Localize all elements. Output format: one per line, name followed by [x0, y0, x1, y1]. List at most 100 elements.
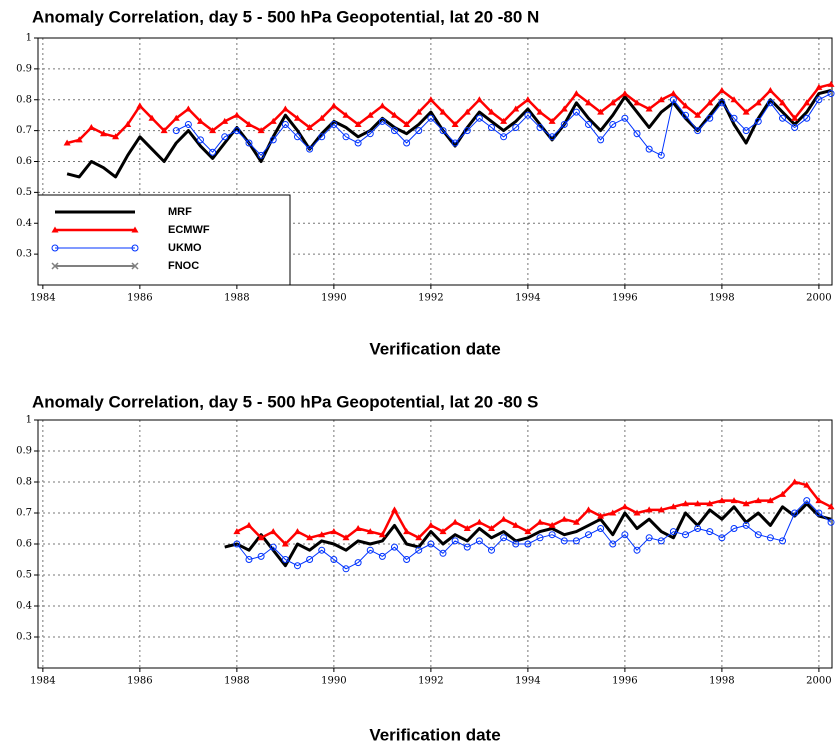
marker-triangle	[803, 99, 811, 106]
marker-circle	[269, 136, 277, 144]
marker-circle	[354, 559, 362, 567]
marker-circle	[415, 546, 423, 554]
marker-triangle	[124, 120, 132, 127]
marker-circle	[403, 556, 411, 563]
marker-triangle	[463, 108, 471, 115]
marker-circle	[694, 127, 702, 135]
marker-triangle	[269, 528, 277, 535]
x-tick-label: 1986	[127, 293, 152, 304]
marker-circle	[536, 124, 544, 132]
marker-triangle	[233, 528, 241, 535]
marker-triangle	[657, 96, 665, 103]
marker-triangle	[427, 521, 435, 528]
marker-circle	[245, 139, 253, 147]
x-tick-label: 1992	[418, 293, 443, 304]
marker-circle	[390, 127, 398, 135]
marker-triangle	[233, 111, 241, 118]
marker-triangle	[766, 497, 774, 504]
marker-triangle	[669, 90, 677, 97]
marker-circle	[354, 139, 362, 147]
marker-circle	[572, 108, 580, 116]
marker-triangle	[633, 99, 641, 106]
marker-circle	[196, 136, 204, 144]
y-tick-label: 0.7	[16, 508, 32, 519]
marker-triangle	[512, 521, 520, 528]
marker-triangle	[645, 105, 653, 112]
y-tick-label: 0.8	[16, 94, 32, 105]
marker-triangle	[815, 497, 823, 504]
x-tick-label: 1996	[612, 293, 637, 304]
marker-triangle	[548, 117, 556, 124]
x-axis-label: Verification date	[369, 339, 500, 358]
legend-label: MRF	[168, 206, 192, 218]
marker-circle	[366, 546, 374, 554]
marker-triangle	[585, 99, 593, 106]
marker-circle	[791, 509, 799, 517]
series-line	[175, 93, 832, 156]
marker-triangle	[694, 111, 702, 118]
marker-triangle	[293, 528, 301, 535]
marker-triangle	[475, 96, 483, 103]
marker-triangle	[415, 534, 423, 541]
x-tick-label: 1998	[709, 676, 734, 687]
marker-circle	[463, 127, 471, 135]
marker-circle	[754, 531, 762, 539]
marker-circle	[512, 124, 520, 132]
marker-circle	[245, 556, 253, 563]
marker-circle	[706, 114, 714, 122]
marker-triangle	[390, 506, 398, 513]
marker-circle	[669, 528, 677, 536]
y-tick-label: 0.4	[16, 218, 32, 229]
marker-circle	[621, 114, 629, 122]
marker-triangle	[488, 525, 496, 531]
series-line	[224, 502, 832, 568]
marker-circle	[475, 537, 483, 545]
marker-triangle	[136, 102, 144, 109]
marker-circle	[766, 534, 774, 542]
marker-triangle	[536, 108, 544, 115]
marker-circle	[742, 521, 750, 529]
marker-triangle	[609, 509, 617, 516]
marker-circle	[730, 525, 738, 532]
x-tick-label: 1986	[127, 676, 152, 687]
marker-triangle	[597, 512, 605, 519]
marker-triangle	[706, 99, 714, 106]
marker-triangle	[730, 96, 738, 103]
marker-triangle	[718, 86, 726, 93]
x-tick-label: 1984	[30, 676, 55, 687]
legend-label: ECMWF	[168, 224, 210, 236]
marker-circle	[439, 127, 447, 135]
legend-marker	[51, 226, 59, 233]
marker-triangle	[621, 503, 629, 510]
marker-triangle	[427, 96, 435, 103]
marker-circle	[390, 543, 398, 551]
legend-marker	[131, 244, 139, 252]
marker-circle	[536, 534, 544, 542]
marker-triangle	[754, 99, 762, 106]
marker-circle	[330, 120, 338, 128]
marker-triangle	[257, 127, 265, 134]
y-tick-label: 0.7	[16, 125, 32, 136]
marker-triangle	[682, 102, 690, 109]
marker-circle	[306, 145, 314, 153]
marker-triangle	[633, 509, 641, 516]
marker-circle	[815, 96, 823, 104]
marker-triangle	[439, 528, 447, 535]
legend-marker	[131, 262, 139, 270]
plot-frame	[37, 37, 833, 286]
marker-circle	[742, 127, 750, 135]
marker-circle	[718, 99, 726, 107]
marker-triangle	[463, 525, 471, 531]
marker-circle	[293, 562, 301, 570]
marker-triangle	[403, 528, 411, 535]
marker-triangle	[572, 90, 580, 97]
marker-triangle	[585, 506, 593, 513]
y-tick-label: 0.3	[16, 249, 32, 260]
marker-circle	[633, 130, 641, 138]
marker-circle	[415, 127, 423, 135]
marker-triangle	[451, 120, 459, 127]
marker-circle	[512, 540, 520, 548]
marker-triangle	[354, 525, 362, 531]
y-tick-label: 0.3	[16, 632, 32, 643]
marker-circle	[645, 145, 653, 153]
